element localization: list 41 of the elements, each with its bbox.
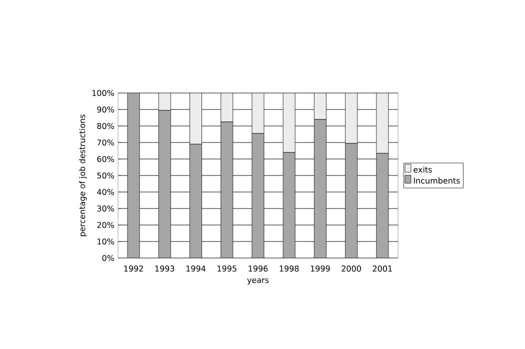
x-tick-label: 1993 xyxy=(155,266,174,272)
x-tick-label: 1994 xyxy=(186,266,206,272)
bar xyxy=(314,93,326,120)
bar xyxy=(345,143,358,258)
bar xyxy=(127,93,140,258)
y-tick-label: 70% xyxy=(97,139,114,146)
y-tick-label: 100% xyxy=(92,90,114,96)
bar xyxy=(190,93,202,144)
bar xyxy=(190,144,202,258)
bar xyxy=(376,153,389,258)
y-tick-label: 10% xyxy=(98,238,114,245)
bar xyxy=(252,93,264,134)
bar xyxy=(282,93,296,153)
x-tick-label: 1996 xyxy=(248,266,268,272)
x-tick-label: 1999 xyxy=(310,266,330,272)
y-tick-label: 90% xyxy=(97,106,114,113)
x-tick-label: 2000 xyxy=(342,266,361,272)
legend-label: exits xyxy=(414,166,432,173)
bar xyxy=(376,93,389,154)
x-tick-label: 1995 xyxy=(218,266,236,272)
y-tick-label: 60% xyxy=(97,156,114,162)
x-tick-label: 1992 xyxy=(124,266,143,272)
legend-label: Incumbents xyxy=(414,177,460,184)
bar xyxy=(252,133,264,258)
y-axis-title: percentage of job destructions xyxy=(79,114,87,236)
bar xyxy=(220,122,234,258)
bar xyxy=(158,110,171,258)
bar xyxy=(158,93,171,111)
x-tick-label: 2001 xyxy=(372,266,392,272)
bar xyxy=(220,93,234,122)
y-tick-label: 50% xyxy=(97,172,114,179)
bar xyxy=(314,119,326,258)
y-tick-label: 30% xyxy=(97,205,114,212)
y-tick-label: 40% xyxy=(97,188,114,196)
y-tick-label: 20% xyxy=(97,222,114,228)
bar xyxy=(345,93,358,144)
y-tick-label: 80% xyxy=(97,122,114,130)
bar xyxy=(282,152,296,258)
x-tick-label: 1998 xyxy=(280,266,299,272)
x-axis-title: years xyxy=(247,278,269,285)
y-tick-label: 0% xyxy=(102,254,114,262)
